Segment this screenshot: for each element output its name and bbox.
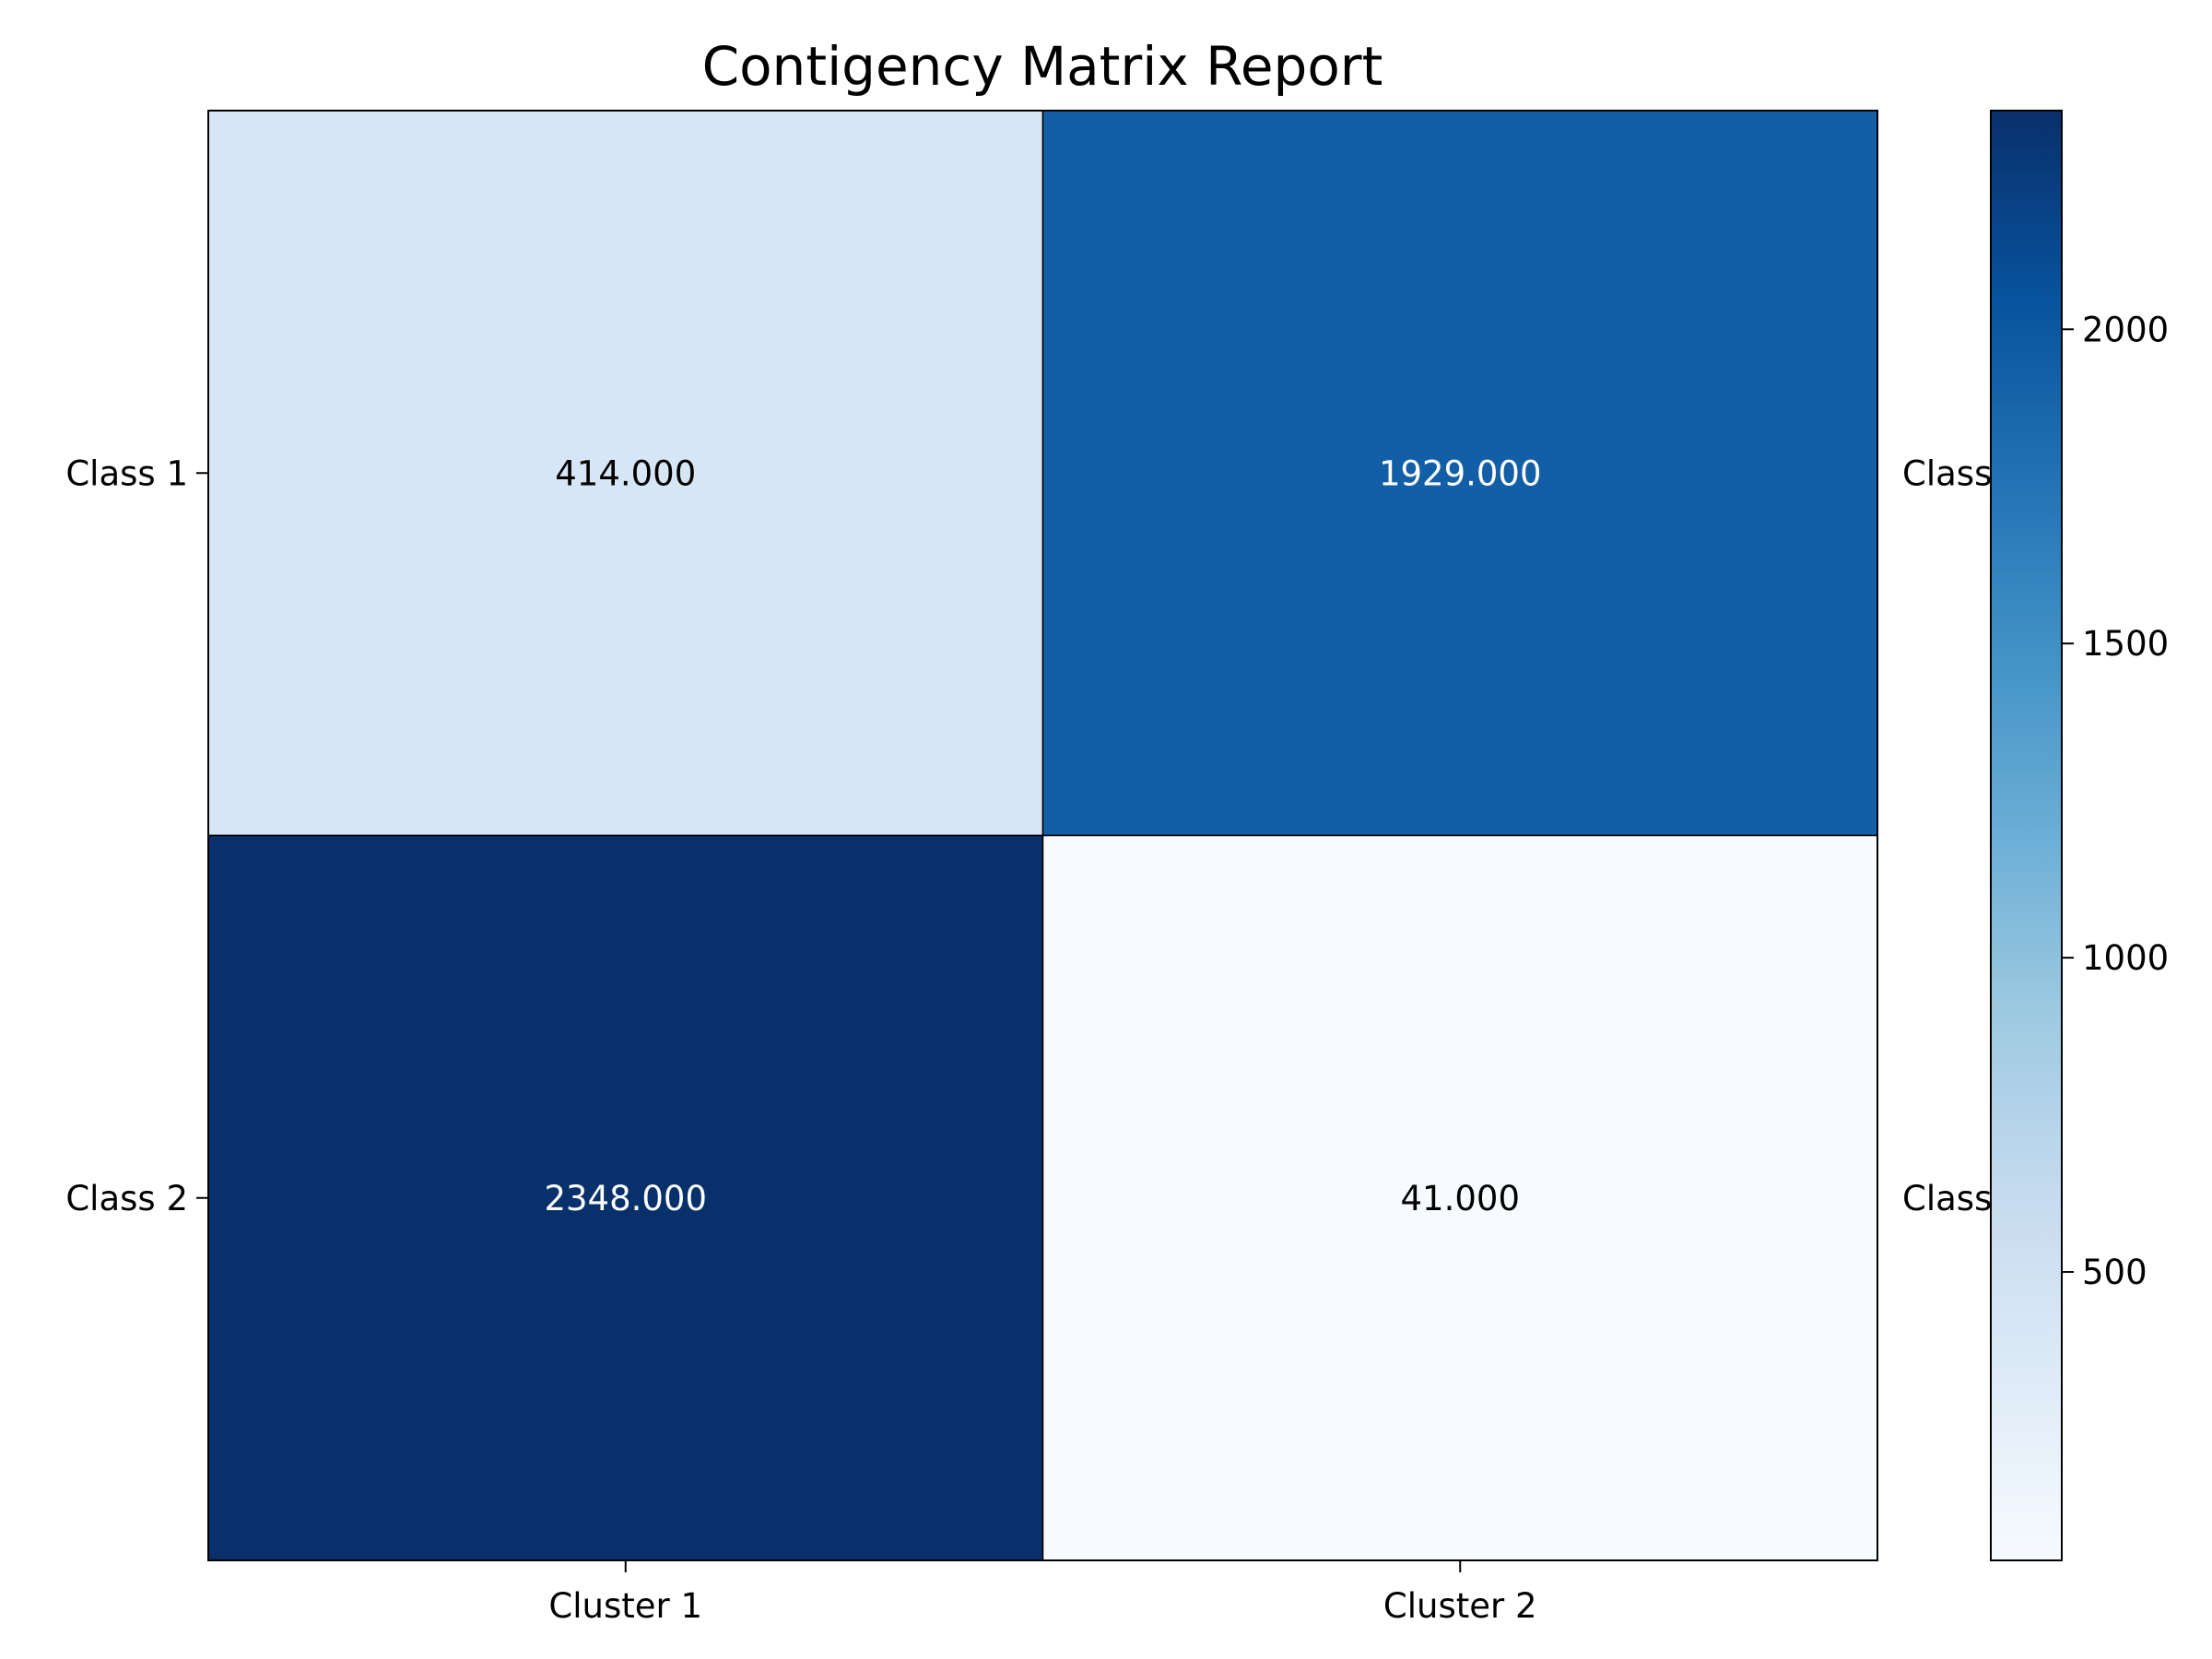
colorbar-gradient [1990,110,2063,1561]
cell-value-label: 41.000 [1401,1179,1520,1218]
cell-value-label: 414.000 [555,453,696,493]
x-tick-label: Cluster 2 [1383,1586,1537,1626]
right-row-label: Class [1902,453,1992,493]
colorbar-tick-label: 2000 [2082,310,2169,349]
cell-value-label: 1929.000 [1379,453,1542,493]
heatmap-cell [1041,834,1878,1561]
colorbar-tick-label: 1000 [2082,938,2169,978]
cell-value-label: 2348.000 [544,1179,707,1218]
y-tick-label: Class 1 [65,453,188,493]
heatmap-plot: 414.000 1929.000 2348.000 41.000 Class 1 Clas… [65,110,1992,1626]
plot-frame [207,110,1878,1561]
heatmap-cell [207,110,1044,837]
colorbar-tick-label: 500 [2082,1253,2147,1292]
x-tick-label: Cluster 1 [548,1586,702,1626]
colorbar: 500 1000 1500 2000 [1990,110,2169,1561]
heatmap-cell [1041,110,1878,837]
chart-title: Contigency Matrix Report [702,35,1383,98]
heatmap-cell [207,834,1044,1561]
y-tick-label: Class 2 [65,1179,188,1218]
right-row-label: Class [1902,1179,1992,1218]
colorbar-tick-label: 1500 [2082,624,2169,664]
